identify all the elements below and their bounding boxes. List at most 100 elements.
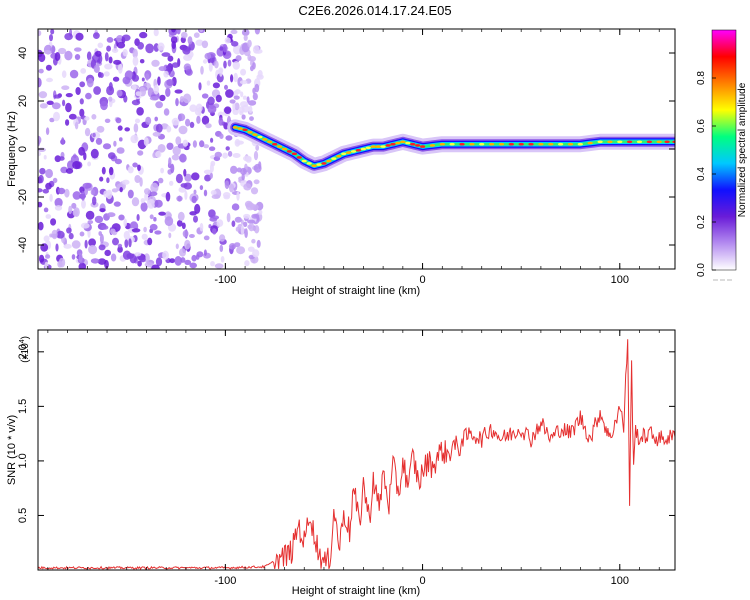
noise-blob [45,254,51,259]
noise-blob [165,87,171,98]
snr-panel: -100 0 100 0.5 1.0 1.5 2.0 Height of straight … [6,329,676,597]
noise-blob [84,116,90,121]
noise-blob [196,251,204,258]
noise-blob [203,169,212,175]
noise-blob [166,125,172,133]
noise-blob [240,91,244,98]
noise-blob [191,254,197,262]
noise-blob [108,96,113,102]
noise-blob [257,70,263,78]
noise-blob [176,29,181,35]
noise-blob [185,118,191,127]
noise-blob [122,76,131,85]
noise-blob [143,226,147,233]
noise-blob [38,174,44,184]
y-tick-label: -40 [17,237,29,253]
track-hotspot [538,142,544,146]
noise-blob [72,209,78,217]
noise-blob [82,182,92,189]
noise-blob [195,39,204,46]
noise-blob [54,155,61,163]
track-hotspot [479,142,485,146]
noise-blob [187,36,193,45]
noise-blob [78,262,87,269]
track-hotspot [316,163,322,166]
noise-blob [178,125,188,135]
noise-blob [114,158,122,165]
colorbar-tick-label: 0.6 [696,119,707,133]
track-hotspot [370,145,376,148]
noise-blob [174,89,183,94]
noise-blob [207,104,217,114]
track-hotspot [415,144,421,147]
noise-blob [124,239,129,248]
noise-blob [222,152,228,159]
noise-blob [134,175,141,183]
noise-blob [121,34,131,42]
noise-blob [219,244,224,252]
noise-blob [191,195,197,204]
noise-blob [212,82,220,89]
noise-blob [208,146,216,151]
noise-blob [136,107,144,116]
noise-blob [131,74,140,82]
noise-blob [104,249,111,257]
noise-blob [38,201,43,208]
track-hotspot [528,142,534,146]
noise-blob [171,154,180,161]
noise-blob [42,188,49,194]
track-hotspot [548,142,554,146]
noise-blob [189,121,195,128]
noise-blob [200,65,204,75]
noise-blob [222,43,228,53]
noise-blob [211,194,221,199]
track-hotspot [375,145,381,148]
noise-blob [220,255,225,263]
noise-blob [58,47,67,55]
noise-blob [85,210,95,220]
noise-blob [147,199,156,209]
noise-blob [219,133,224,139]
noise-blob [90,148,99,159]
noise-blob [132,162,138,168]
noise-blob [102,143,112,150]
noise-blob [74,47,82,52]
noise-blob [85,92,92,100]
noise-blob [252,45,260,54]
noise-blob [184,190,188,200]
noise-blob [230,165,238,174]
noise-blob [157,76,161,86]
noise-blob [227,150,233,157]
noise-blob [249,116,254,121]
noise-blob [166,142,174,150]
colorbar-tick-label: 0.2 [696,215,707,229]
x-tick-label: 100 [611,274,629,286]
noise-blob [127,166,134,174]
track-hotspot [355,148,362,152]
noise-blob [151,59,160,67]
noise-blob [65,102,72,113]
spectrogram-y-axis-label: Frequency (Hz) [6,111,18,187]
noise-blob [231,220,236,227]
noise-blob [169,258,176,264]
noise-blob [122,49,128,57]
noise-blob [203,189,208,197]
noise-blob [132,56,139,66]
noise-blob [154,199,163,208]
colorbar-tick-label: 0.8 [696,71,707,85]
noise-blob [38,151,42,157]
noise-blob [38,53,46,63]
noise-blob [212,228,217,235]
noise-blob [224,37,231,44]
noise-blob [205,123,212,129]
noise-blob [90,258,100,264]
noise-blob [230,29,238,35]
noise-blob [38,77,42,88]
noise-blob [199,185,204,191]
colorbar: 0.0 0.2 0.4 0.6 0.8 Normalized spectral ampl… [696,29,748,281]
noise-blob [219,46,224,51]
snr-axes: -100 0 100 0.5 1.0 1.5 2.0 [17,330,675,587]
noise-blob [175,136,182,146]
track-hotspot [449,142,455,146]
signal-track [227,119,675,174]
